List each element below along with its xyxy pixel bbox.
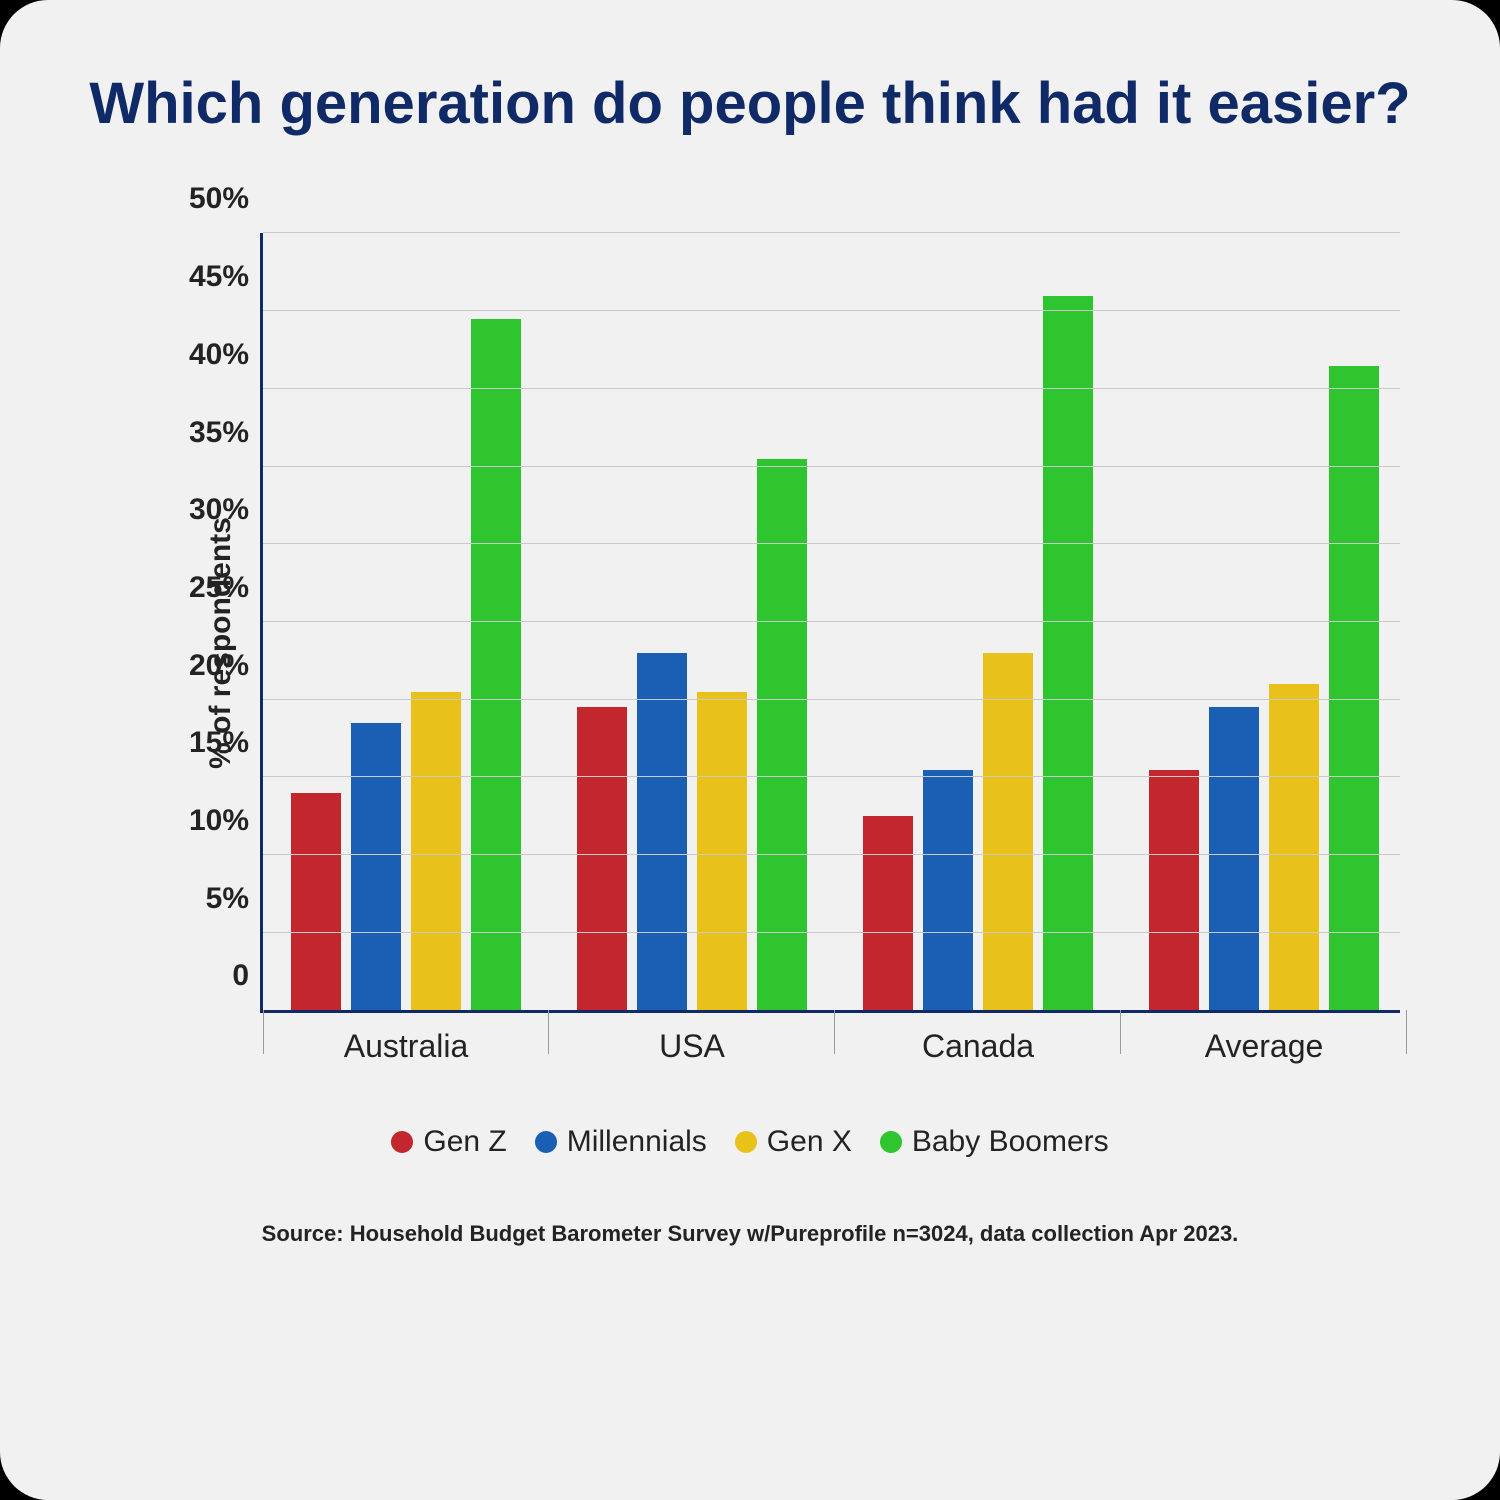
grid-line bbox=[263, 932, 1400, 933]
legend: Gen Z Millennials Gen X Baby Boomers bbox=[80, 1125, 1420, 1161]
x-tick-label: Canada bbox=[835, 1028, 1121, 1065]
grid-line bbox=[263, 232, 1400, 233]
bar bbox=[1043, 296, 1093, 1011]
bar bbox=[637, 653, 687, 1010]
bar bbox=[923, 770, 973, 1011]
bar bbox=[411, 692, 461, 1011]
bar bbox=[1149, 770, 1199, 1011]
legend-label: Baby Boomers bbox=[912, 1125, 1109, 1159]
bar-groups: AustraliaUSACanadaAverage bbox=[263, 233, 1400, 1010]
y-tick-label: 40% bbox=[189, 338, 263, 372]
y-tick-label: 35% bbox=[189, 416, 263, 450]
bar bbox=[983, 653, 1033, 1010]
y-tick-label: 45% bbox=[189, 260, 263, 294]
legend-swatch bbox=[880, 1131, 902, 1153]
y-tick-label: 30% bbox=[189, 493, 263, 527]
y-tick-label: 20% bbox=[189, 649, 263, 683]
chart-card: Which generation do people think had it … bbox=[0, 0, 1500, 1500]
bar bbox=[757, 459, 807, 1011]
y-tick-label: 25% bbox=[189, 571, 263, 605]
bar-group: Canada bbox=[835, 233, 1121, 1010]
legend-item: Millennials bbox=[535, 1125, 707, 1159]
grid-line bbox=[263, 776, 1400, 777]
bar-group: USA bbox=[549, 233, 835, 1010]
x-tick-label: USA bbox=[549, 1028, 835, 1065]
bar bbox=[291, 793, 341, 1011]
legend-item: Gen Z bbox=[391, 1125, 506, 1159]
grid-line bbox=[263, 388, 1400, 389]
legend-item: Gen X bbox=[735, 1125, 852, 1159]
legend-item: Baby Boomers bbox=[880, 1125, 1109, 1159]
legend-label: Gen Z bbox=[423, 1125, 506, 1159]
grid-line bbox=[263, 699, 1400, 700]
bar bbox=[1269, 684, 1319, 1010]
chart-area: % of respondents AustraliaUSACanadaAvera… bbox=[140, 193, 1420, 1093]
bar bbox=[351, 723, 401, 1010]
legend-swatch bbox=[735, 1131, 757, 1153]
grid-line bbox=[263, 310, 1400, 311]
y-tick-label: 0 bbox=[232, 959, 263, 993]
y-tick-label: 10% bbox=[189, 804, 263, 838]
bar-group: Average bbox=[1121, 233, 1407, 1010]
bar bbox=[863, 816, 913, 1010]
grid-line bbox=[263, 621, 1400, 622]
y-tick-label: 5% bbox=[206, 882, 263, 916]
legend-swatch bbox=[391, 1131, 413, 1153]
bar bbox=[471, 319, 521, 1011]
bar bbox=[1209, 707, 1259, 1010]
y-tick-label: 15% bbox=[189, 726, 263, 760]
bar bbox=[697, 692, 747, 1011]
plot-area: AustraliaUSACanadaAverage 05%10%15%20%25… bbox=[260, 233, 1400, 1013]
legend-swatch bbox=[535, 1131, 557, 1153]
x-tick-label: Australia bbox=[263, 1028, 549, 1065]
grid-line bbox=[263, 466, 1400, 467]
x-tick-label: Average bbox=[1121, 1028, 1407, 1065]
legend-label: Millennials bbox=[567, 1125, 707, 1159]
legend-label: Gen X bbox=[767, 1125, 852, 1159]
grid-line bbox=[263, 543, 1400, 544]
grid-line bbox=[263, 854, 1400, 855]
bar-group: Australia bbox=[263, 233, 549, 1010]
bar bbox=[1329, 366, 1379, 1011]
y-tick-label: 50% bbox=[189, 182, 263, 216]
bar bbox=[577, 707, 627, 1010]
chart-title: Which generation do people think had it … bbox=[80, 70, 1420, 138]
source-text: Source: Household Budget Barometer Surve… bbox=[80, 1221, 1420, 1247]
